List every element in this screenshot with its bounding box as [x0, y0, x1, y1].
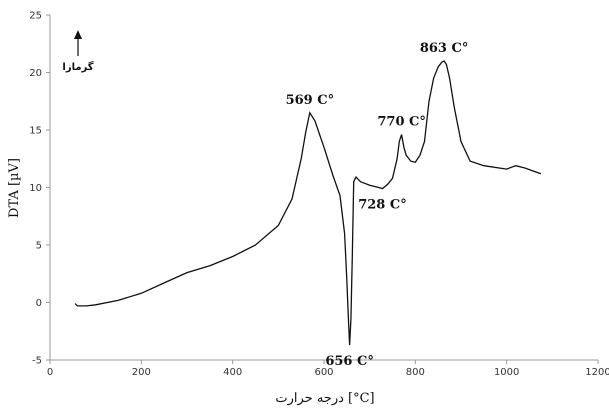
y-tick-label: 25	[29, 11, 42, 22]
y-axis-title: DTA [µV]	[7, 158, 22, 218]
y-tick-label: 20	[29, 68, 42, 79]
x-tick-label: 1200	[585, 367, 609, 378]
x-axis-title: درجه حرارت [°C]	[275, 391, 374, 406]
peak-label: 728 C°	[358, 198, 407, 213]
y-tick-label: -5	[32, 356, 42, 367]
dta-series-line	[74, 60, 542, 346]
y-tick-label: 15	[29, 126, 42, 137]
tick-labels: 0 200 400 600 800 1000 1200 -5 0 5 10 15 20 25	[29, 11, 609, 379]
y-tick-label: 5	[36, 241, 42, 252]
exotherm-arrow-head	[74, 30, 82, 39]
peak-label: 569 C°	[286, 93, 335, 108]
x-tick-label: 400	[223, 367, 242, 378]
peak-label: 770 C°	[377, 115, 426, 130]
tick-marks	[46, 14, 599, 364]
y-tick-label: 0	[36, 298, 42, 309]
plot-axes	[49, 15, 598, 361]
x-tick-label: 1000	[494, 367, 519, 378]
x-tick-label: 200	[132, 367, 151, 378]
x-tick-label: 0	[47, 367, 53, 378]
y-tick-label: 10	[29, 183, 42, 194]
peak-annotations: 569 C° 656 C° 728 C° 770 C° 863 C°	[286, 41, 469, 369]
peak-label: 656 C°	[325, 354, 374, 369]
x-tick-label: 800	[406, 367, 425, 378]
peak-label: 863 C°	[420, 41, 469, 56]
x-tick-label: 600	[314, 367, 333, 378]
exotherm-label: گرمازا	[62, 60, 93, 73]
exotherm-indicator: گرمازا	[62, 30, 94, 73]
